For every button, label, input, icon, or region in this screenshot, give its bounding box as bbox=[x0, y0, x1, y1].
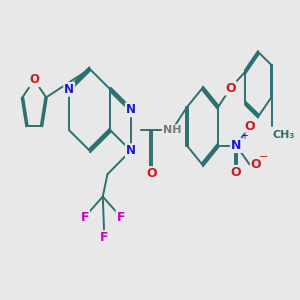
Text: N: N bbox=[231, 139, 241, 152]
Text: N: N bbox=[126, 103, 136, 116]
Text: F: F bbox=[117, 211, 125, 224]
Text: O: O bbox=[231, 166, 242, 179]
Text: F: F bbox=[80, 211, 89, 224]
Text: N: N bbox=[64, 83, 74, 96]
Text: O: O bbox=[244, 120, 255, 133]
Text: NH: NH bbox=[163, 125, 181, 135]
Text: CH₃: CH₃ bbox=[273, 130, 295, 140]
Text: F: F bbox=[100, 231, 109, 244]
Text: −: − bbox=[259, 152, 268, 162]
Text: N: N bbox=[126, 144, 136, 157]
Text: O: O bbox=[225, 82, 236, 94]
Text: +: + bbox=[240, 131, 248, 141]
Text: O: O bbox=[146, 167, 157, 180]
Text: O: O bbox=[29, 73, 39, 86]
Text: O: O bbox=[250, 158, 261, 171]
